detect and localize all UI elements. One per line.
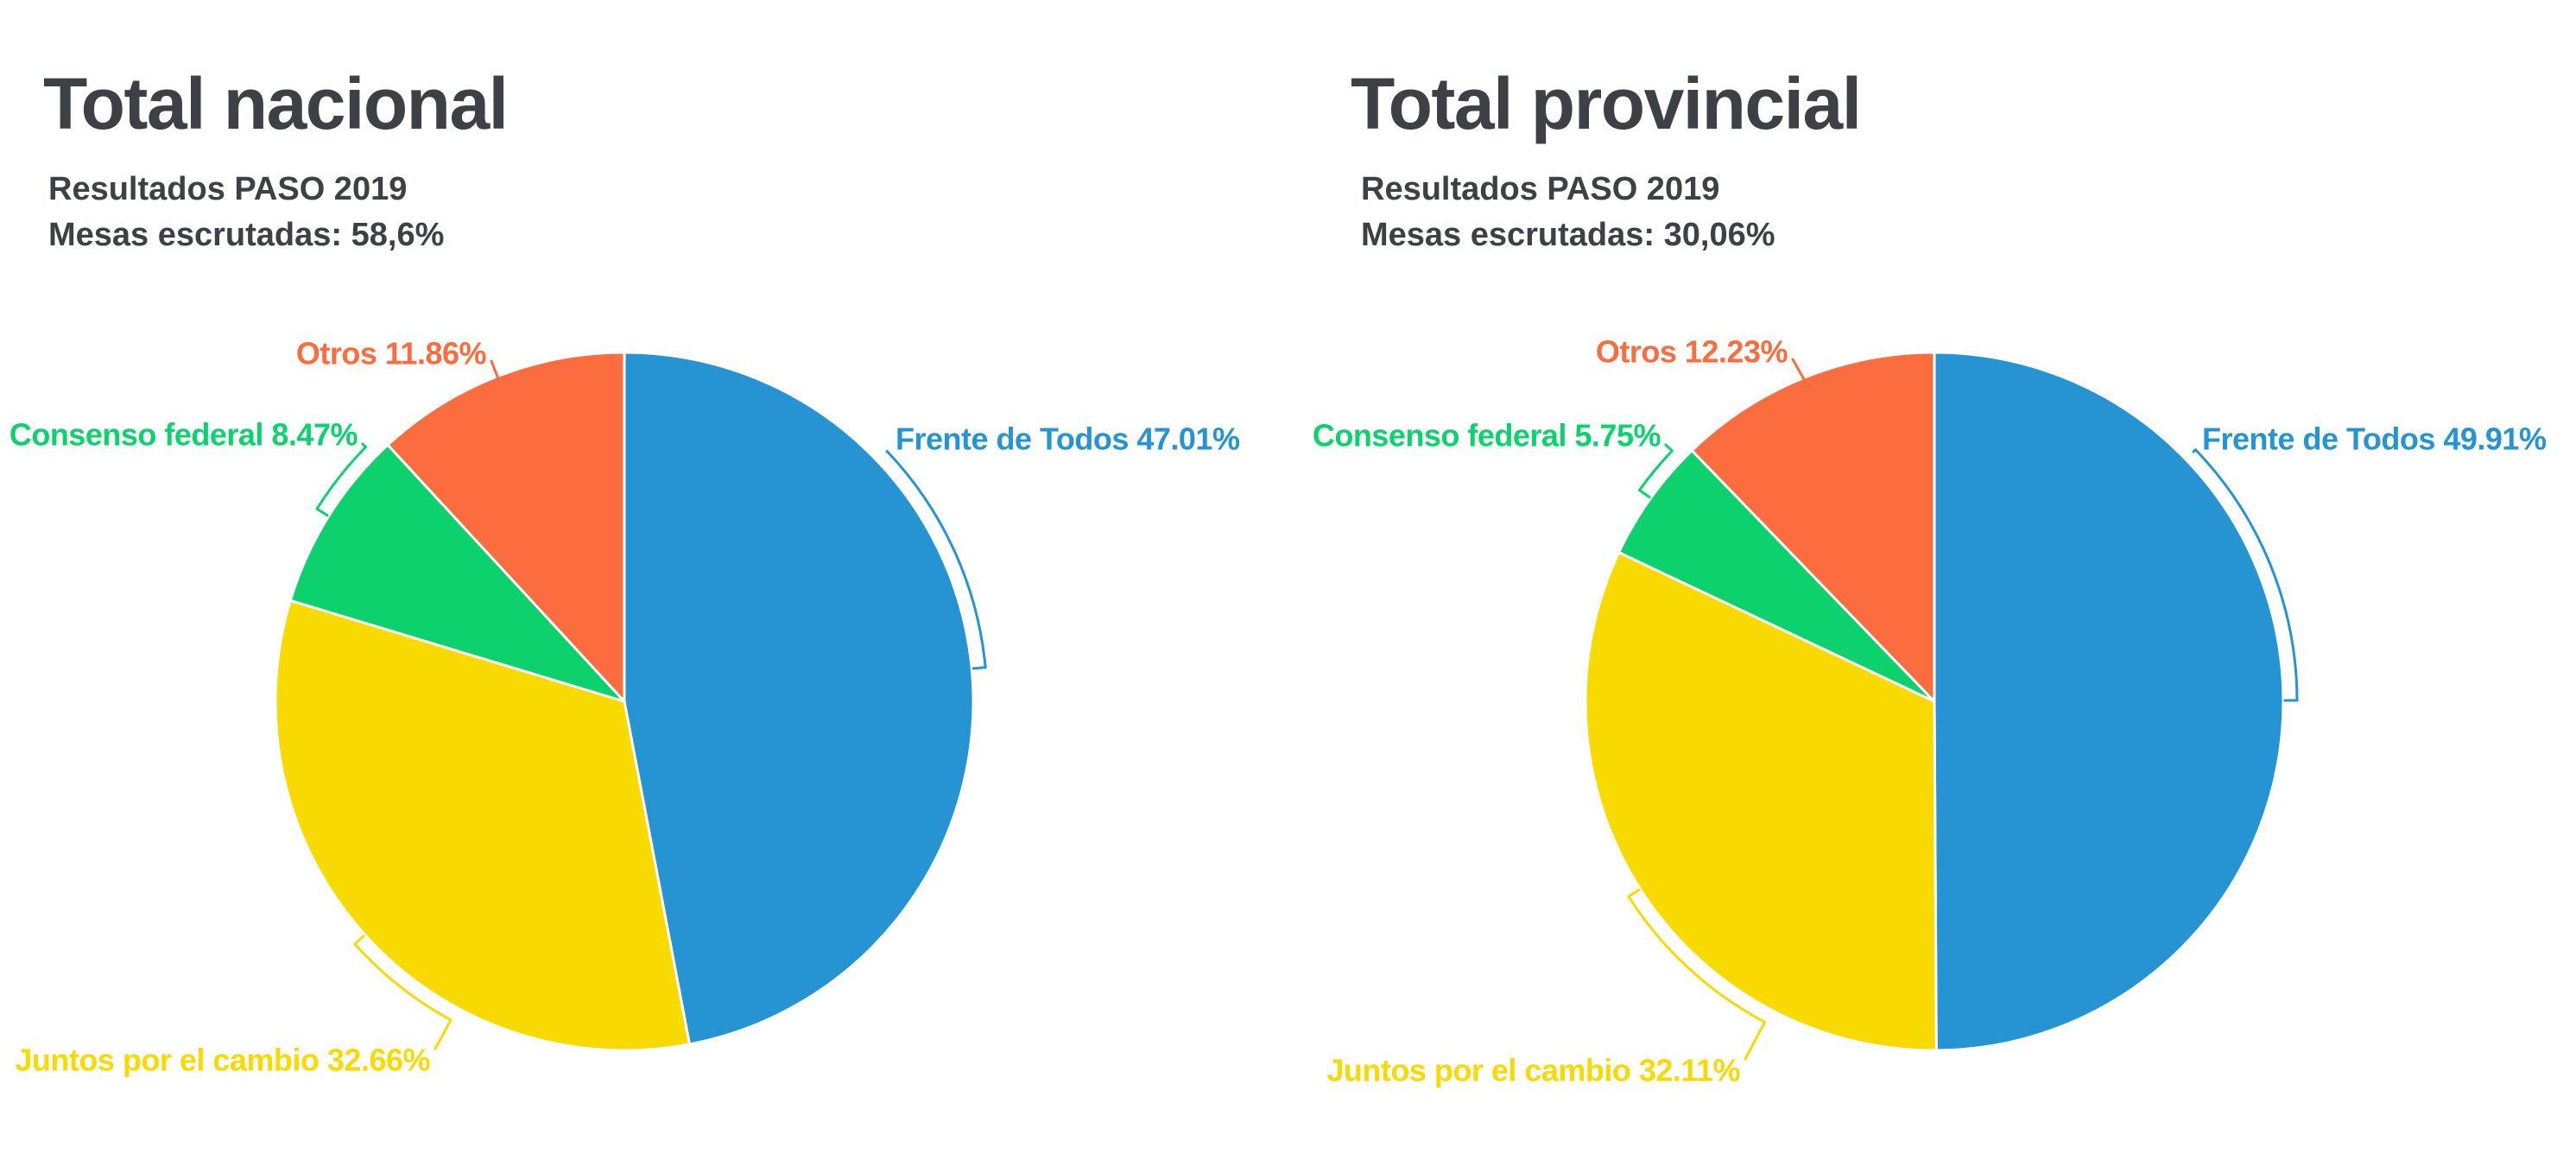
slice-label-frente-de-todos: Frente de Todos 47.01% — [896, 421, 1240, 457]
mesas-escrutadas-label: Mesas escrutadas: 30,06% — [1361, 217, 1775, 253]
chart-title: Total nacional — [43, 63, 509, 144]
pie-slice-consenso-federal[interactable] — [288, 443, 626, 703]
pie-slice-frente-de-todos[interactable] — [623, 351, 975, 1046]
slice-label-consenso-federal: Consenso federal 8.47% — [9, 416, 358, 453]
chart-subtitle: Resultados PASO 2019 — [48, 171, 408, 207]
label-connector-otros — [490, 359, 500, 381]
label-connector-juntos-por-el-cambio — [1627, 888, 1767, 1061]
chart-title: Total provincial — [1351, 63, 1862, 144]
label-connector-otros — [1791, 358, 1807, 383]
label-connector-frente-de-todos — [885, 450, 987, 670]
label-connector-consenso-federal — [315, 442, 368, 517]
chart-subtitle: Resultados PASO 2019 — [1361, 171, 1720, 207]
pie-slice-consenso-federal[interactable] — [1617, 449, 1936, 703]
label-connector-frente-de-todos — [2192, 448, 2299, 702]
slice-label-consenso-federal: Consenso federal 5.75% — [1312, 417, 1661, 453]
mesas-escrutadas-label: Mesas escrutadas: 58,6% — [48, 217, 445, 253]
pie-slice-frente-de-todos[interactable] — [1933, 351, 2284, 1052]
slice-label-otros: Otros 12.23% — [1595, 333, 1788, 370]
slice-label-juntos-por-el-cambio: Juntos por el cambio 32.11% — [1326, 1052, 1740, 1088]
slice-label-juntos-por-el-cambio: Juntos por el cambio 32.66% — [15, 1042, 430, 1078]
label-connector-consenso-federal — [1638, 443, 1674, 499]
slice-label-frente-de-todos: Frente de Todos 49.91% — [2202, 421, 2547, 457]
pie-slice-juntos-por-el-cambio[interactable] — [1584, 551, 1938, 1052]
pie-slice-juntos-por-el-cambio[interactable] — [274, 599, 691, 1052]
slice-label-otros: Otros 11.86% — [295, 335, 487, 371]
label-connector-juntos-por-el-cambio — [353, 935, 453, 1050]
